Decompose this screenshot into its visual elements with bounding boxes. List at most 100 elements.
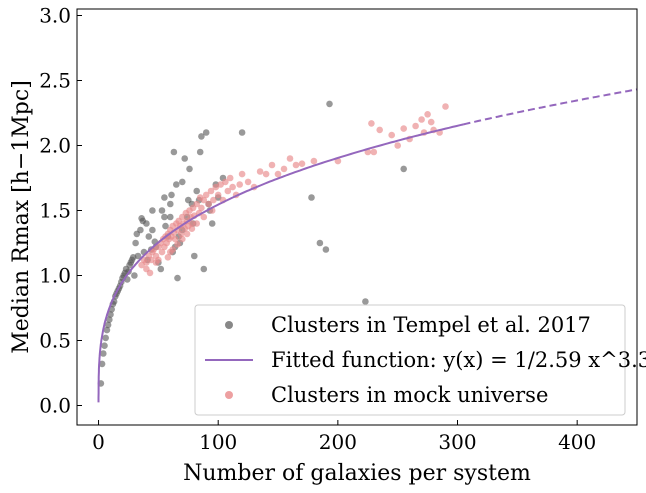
mock-point-64 [280, 165, 288, 173]
tempel-point-81 [326, 100, 333, 108]
tempel-point-79 [316, 239, 324, 247]
tempel-point-4 [102, 334, 109, 342]
mock-point-38 [193, 200, 200, 208]
mock-point-56 [236, 181, 243, 188]
mock-point-85 [368, 120, 375, 127]
tempel-point-80 [322, 246, 330, 253]
legend-marker-tempel [225, 321, 233, 329]
mock-point-63 [274, 170, 282, 178]
mock-point-43 [202, 191, 210, 199]
tempel-point-6 [104, 321, 112, 329]
mock-point-53 [226, 174, 234, 182]
tempel-point-29 [132, 239, 139, 247]
mock-point-92 [200, 213, 208, 221]
y-tick-label-4: 2.0 [39, 134, 71, 158]
mock-point-90 [183, 230, 191, 238]
tempel-point-78 [308, 194, 315, 201]
mock-point-42 [200, 196, 208, 204]
tempel-point-64 [191, 252, 198, 260]
x-axis-label: Number of galaxies per system [183, 461, 531, 486]
tempel-point-7 [106, 316, 113, 324]
mock-point-10 [158, 248, 166, 256]
mock-point-67 [298, 160, 306, 167]
mock-point-95 [179, 235, 186, 243]
tempel-point-70 [202, 129, 210, 136]
mock-point-54 [229, 183, 236, 191]
tempel-point-51 [170, 148, 178, 156]
mock-point-66 [292, 161, 300, 169]
legend-label-fit: Fitted function: y(x) = 1/2.59 x^3.32 [271, 348, 646, 372]
ticks-layer: 0 100 200 300 400 0.0 0.5 1.0 1.5 2.0 2.5 3.0 [39, 4, 596, 455]
mock-point-68 [310, 157, 318, 165]
mock-point-80 [424, 111, 431, 118]
mock-point-99 [188, 225, 196, 232]
mock-point-98 [167, 248, 174, 256]
y-tick-label-6: 3.0 [39, 4, 71, 28]
mock-point-46 [210, 196, 217, 204]
x-tick-label-3: 300 [438, 430, 476, 454]
mock-point-71 [370, 148, 378, 156]
tempel-point-57 [179, 178, 186, 186]
mock-point-61 [262, 170, 270, 178]
x-tick-label-0: 0 [92, 430, 105, 454]
tempel-point-5 [103, 326, 111, 334]
tempel-point-1 [98, 360, 106, 368]
mock-point-35 [188, 220, 196, 227]
tempel-point-37 [145, 233, 153, 240]
mock-point-60 [256, 168, 264, 175]
mock-point-73 [388, 131, 396, 139]
tempel-point-43 [157, 265, 165, 273]
tempel-point-88 [138, 215, 145, 222]
x-tick-label-4: 400 [558, 430, 596, 454]
x-tick-label-2: 200 [319, 430, 357, 454]
tempel-point-67 [196, 148, 204, 156]
fit-curve-dashed [463, 88, 638, 126]
mock-point-48 [214, 191, 222, 199]
tempel-point-39 [149, 226, 156, 234]
tempel-point-73 [208, 220, 216, 227]
y-tick-label-2: 1.0 [39, 264, 71, 288]
mock-point-84 [442, 103, 449, 110]
y-axis-label: Median Rmax [h−1Mpc] [9, 80, 34, 354]
tempel-point-49 [168, 191, 175, 199]
tempel-point-2 [100, 350, 107, 357]
y-tick-label-3: 1.5 [39, 199, 71, 223]
tempel-point-3 [101, 342, 108, 350]
mock-point-44 [205, 200, 212, 208]
tempel-point-69 [200, 265, 208, 273]
tempel-point-83 [400, 165, 408, 173]
mock-point-75 [400, 125, 408, 132]
tempel-point-28 [131, 272, 138, 279]
tempel-point-46 [162, 222, 169, 230]
tempel-point-65 [193, 187, 200, 195]
mock-point-72 [376, 126, 384, 134]
tempel-point-61 [186, 165, 193, 173]
mock-point-41 [198, 204, 205, 212]
tempel-point-8 [107, 311, 114, 318]
tempel-point-87 [149, 207, 156, 214]
mock-point-97 [146, 269, 154, 277]
mock-point-81 [427, 118, 435, 126]
tempel-point-85 [161, 213, 168, 221]
y-tick-label-0: 0.0 [39, 394, 71, 418]
mock-point-65 [286, 155, 294, 162]
tempel-point-58 [181, 155, 188, 162]
mock-point-62 [268, 161, 276, 169]
mock-point-57 [238, 170, 246, 178]
mock-point-58 [244, 178, 252, 186]
mock-point-45 [207, 187, 215, 195]
mock-point-51 [222, 178, 229, 186]
tempel-point-53 [173, 181, 180, 188]
tempel-point-45 [161, 194, 168, 201]
mock-point-74 [394, 142, 402, 149]
mock-point-52 [224, 187, 232, 195]
mock-point-26 [177, 230, 185, 238]
mock-point-94 [164, 253, 172, 261]
mock-point-77 [412, 122, 419, 130]
mock-point-89 [174, 241, 181, 248]
tempel-point-44 [158, 207, 166, 214]
tempel-point-84 [167, 200, 174, 208]
tempel-point-54 [174, 274, 181, 282]
tempel-point-82 [362, 298, 369, 305]
